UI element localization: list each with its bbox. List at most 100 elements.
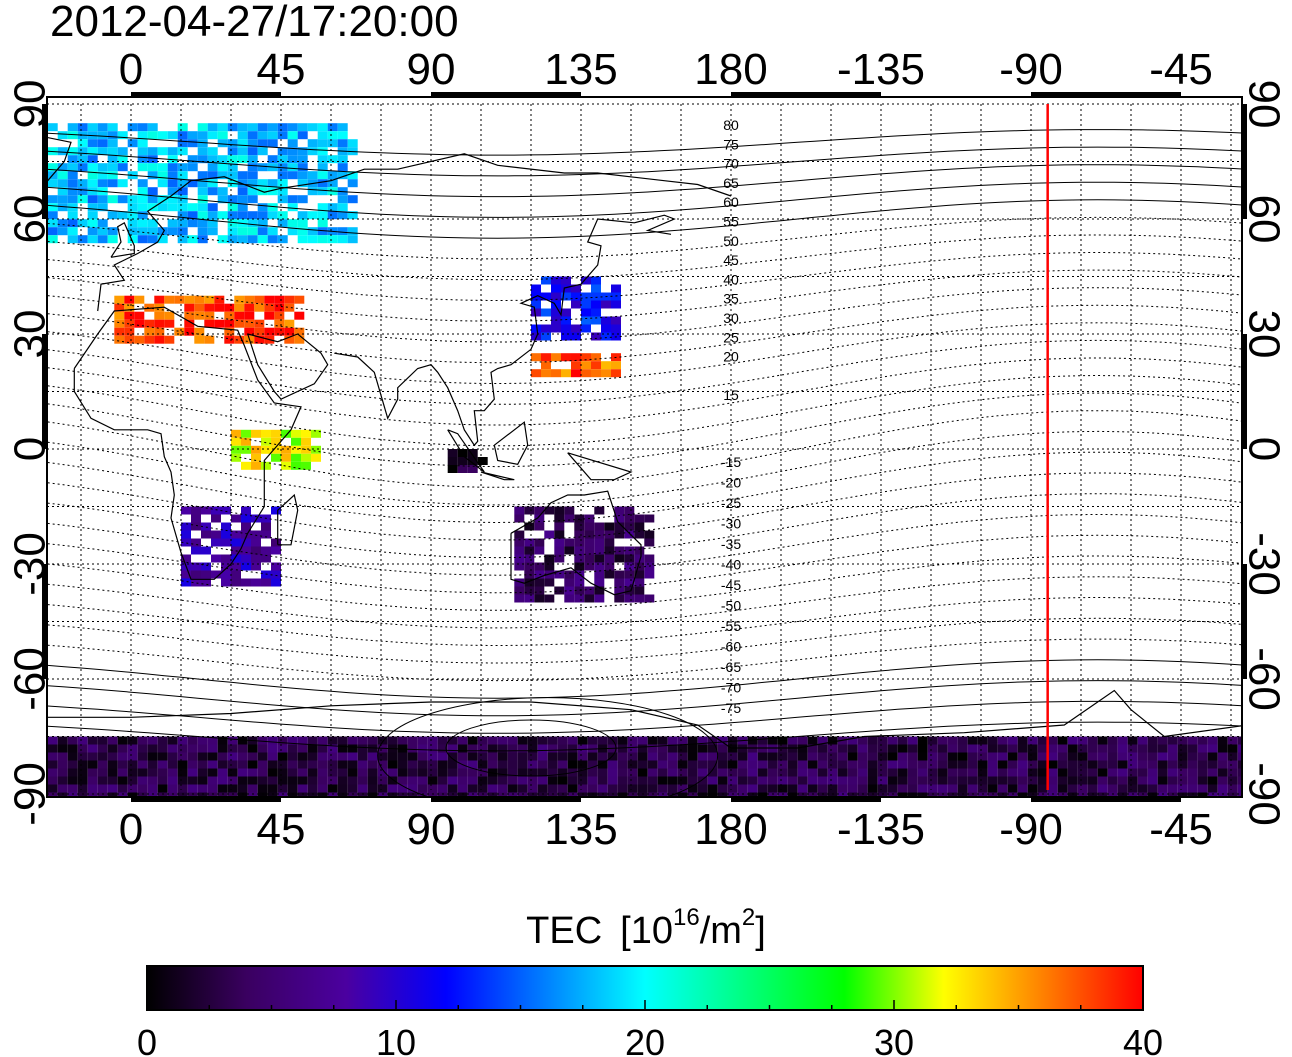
tec-cell [201,546,211,555]
tec-cell [97,227,108,236]
tec-cell [217,776,228,785]
tec-cell [967,744,978,753]
tec-cell [467,457,478,465]
tec-cell [387,784,398,793]
tec-cell [907,752,918,761]
tec-cell [1027,768,1038,777]
tec-cell [1217,792,1228,797]
contour-label: -35 [721,536,741,552]
tec-cell [327,171,338,180]
tec-cell [827,792,838,797]
tec-cell [47,123,58,132]
tec-cell [777,736,788,745]
tec-cell [667,760,678,769]
tec-cell [147,203,158,212]
tec-cell [0,513,1,521]
colorbar-ticks: 0 10 20 30 40 [137,1000,1163,1057]
tec-cell [1237,784,1242,793]
tec-cell [687,768,698,777]
tec-cell [541,324,551,333]
tec-cell [0,361,1,369]
tec-cell [337,131,348,140]
tec-cell [644,538,655,547]
tec-cell [787,752,798,761]
tec-cell [177,171,188,180]
tec-cell [167,131,178,140]
tec-cell [187,744,198,753]
tec-cell [897,744,908,753]
tec-cell [557,736,568,745]
tec-cell [87,179,98,188]
tec-cell [554,522,565,531]
tec-cell [1207,792,1218,797]
tec-cell [234,295,245,304]
tec-cell [634,554,645,563]
tec-cell [77,123,88,132]
tec-cell [137,123,148,132]
tec-cell [601,369,611,378]
tec-cell [497,784,508,793]
tec-cell [564,578,575,587]
tec-cell [987,776,998,785]
tec-cell [624,562,635,571]
tec-cell [67,736,78,745]
tec-cell [607,760,618,769]
tec-cell [707,752,718,761]
tec-cell [47,211,58,220]
tec-cell [177,179,188,188]
tec-cell [47,163,58,172]
tec-cell [1027,736,1038,745]
tec-cell [634,594,645,603]
tec-cell [907,768,918,777]
tec-cell [1137,736,1148,745]
tec-cell [1197,744,1208,753]
tec-cell [917,776,928,785]
tec-cell [574,522,585,531]
tec-cell [644,530,655,539]
tec-cell [97,123,108,132]
tec-cell [187,760,198,769]
tec-cell [127,139,138,148]
tec-cell [817,792,828,797]
tec-cell [154,311,165,320]
tec-cell [917,744,928,753]
tec-cell [0,561,1,569]
tec-cell [107,195,118,204]
tec-cell [447,768,458,777]
tec-cell [707,768,718,777]
coastline [480,471,515,481]
tec-cell [554,570,565,579]
tec-cell [317,179,328,188]
tec-cell [487,744,498,753]
tec-cell [1127,736,1138,745]
tec-cell [227,211,238,220]
tec-cell [534,586,545,595]
tec-cell [837,784,848,793]
tec-cell [187,784,198,793]
tec-cell [407,784,418,793]
tec-cell [677,784,688,793]
tec-cell [231,437,241,446]
right-lat-label: 30 [1240,310,1289,359]
tec-cell [97,219,108,228]
tec-cell [817,784,828,793]
tec-cell [347,760,358,769]
tec-cell [201,562,211,571]
tec-cell [221,578,231,587]
tec-cell [201,578,211,587]
tec-cell [127,211,138,220]
tec-cell [637,744,648,753]
tec-cell [157,227,168,236]
tec-cell [637,768,648,777]
tec-cell [157,744,168,753]
tec-cell [1037,744,1048,753]
tec-cell [201,506,211,515]
tec-cell [447,457,458,465]
tec-cell [137,211,148,220]
tec-cell [297,235,308,244]
tec-cell [534,594,545,603]
tec-cell [347,784,358,793]
tec-cell [887,760,898,769]
tec-cell [417,760,428,769]
tec-cell [1207,736,1218,745]
